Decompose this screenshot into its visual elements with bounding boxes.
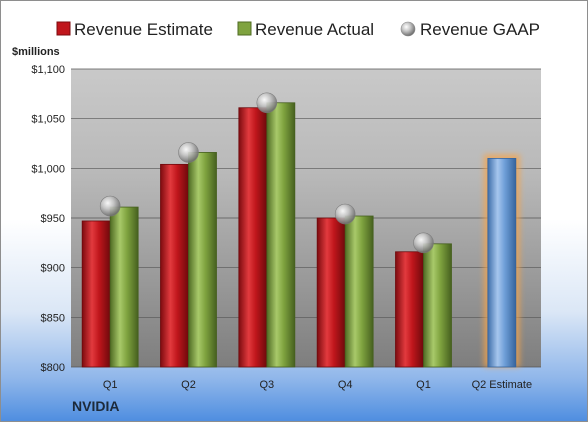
- bar-revenue-actual: [188, 152, 217, 368]
- x-tick-label: Q2: [181, 379, 196, 391]
- bars: [81, 102, 520, 368]
- legend-label-revenue-actual: Revenue Actual: [255, 20, 374, 39]
- y-tick-label: $800: [41, 362, 65, 374]
- y-axis-ticks: $800 $850 $900 $950 $1,000 $1,050 $1,100: [31, 64, 65, 374]
- company-label: NVIDIA: [72, 398, 120, 414]
- y-tick-label: $900: [41, 263, 65, 275]
- bar-revenue-actual: [109, 206, 139, 368]
- bar-revenue-estimate: [238, 107, 268, 368]
- legend-marker-revenue-gaap: [400, 21, 416, 37]
- x-tick-label: Q1: [103, 379, 118, 391]
- gridlines: [71, 68, 541, 368]
- legend-swatch-revenue-actual: [237, 21, 252, 36]
- bar-revenue-actual: [266, 102, 296, 368]
- bar-revenue-estimate: [395, 251, 424, 368]
- gaap-markers: [99, 92, 434, 254]
- x-tick-label: Q3: [259, 379, 274, 391]
- marker-revenue-gaap: [256, 92, 278, 114]
- x-tick-label: Q1: [416, 379, 431, 391]
- y-tick-label: $850: [41, 312, 65, 324]
- marker-revenue-gaap: [413, 232, 434, 254]
- marker-revenue-gaap: [178, 142, 199, 163]
- x-axis-labels: Q1 Q2 Q3 Q4 Q1 Q2 Estimate: [103, 379, 532, 391]
- y-tick-label: $1,000: [31, 163, 65, 175]
- bar-revenue-estimate: [160, 163, 189, 368]
- x-tick-label: Q2 Estimate: [472, 379, 533, 391]
- bar-revenue-estimate: [316, 217, 346, 368]
- unit-label: $millions: [12, 46, 60, 58]
- bar-q2-estimate: [487, 157, 517, 368]
- x-tick-label: Q4: [338, 379, 353, 391]
- y-tick-label: $1,100: [31, 64, 65, 76]
- marker-revenue-gaap: [99, 195, 121, 217]
- legend-swatch-revenue-estimate: [56, 21, 71, 36]
- marker-revenue-gaap: [334, 203, 356, 225]
- y-tick-label: $1,050: [31, 114, 65, 126]
- y-tick-label: $950: [41, 213, 65, 225]
- legend: Revenue Estimate Revenue Actual Revenue …: [56, 20, 540, 39]
- bar-revenue-actual: [344, 215, 374, 368]
- legend-label-revenue-gaap: Revenue GAAP: [420, 20, 540, 39]
- bar-revenue-actual: [423, 243, 452, 368]
- bar-revenue-estimate: [81, 220, 111, 368]
- legend-label-revenue-estimate: Revenue Estimate: [74, 20, 213, 39]
